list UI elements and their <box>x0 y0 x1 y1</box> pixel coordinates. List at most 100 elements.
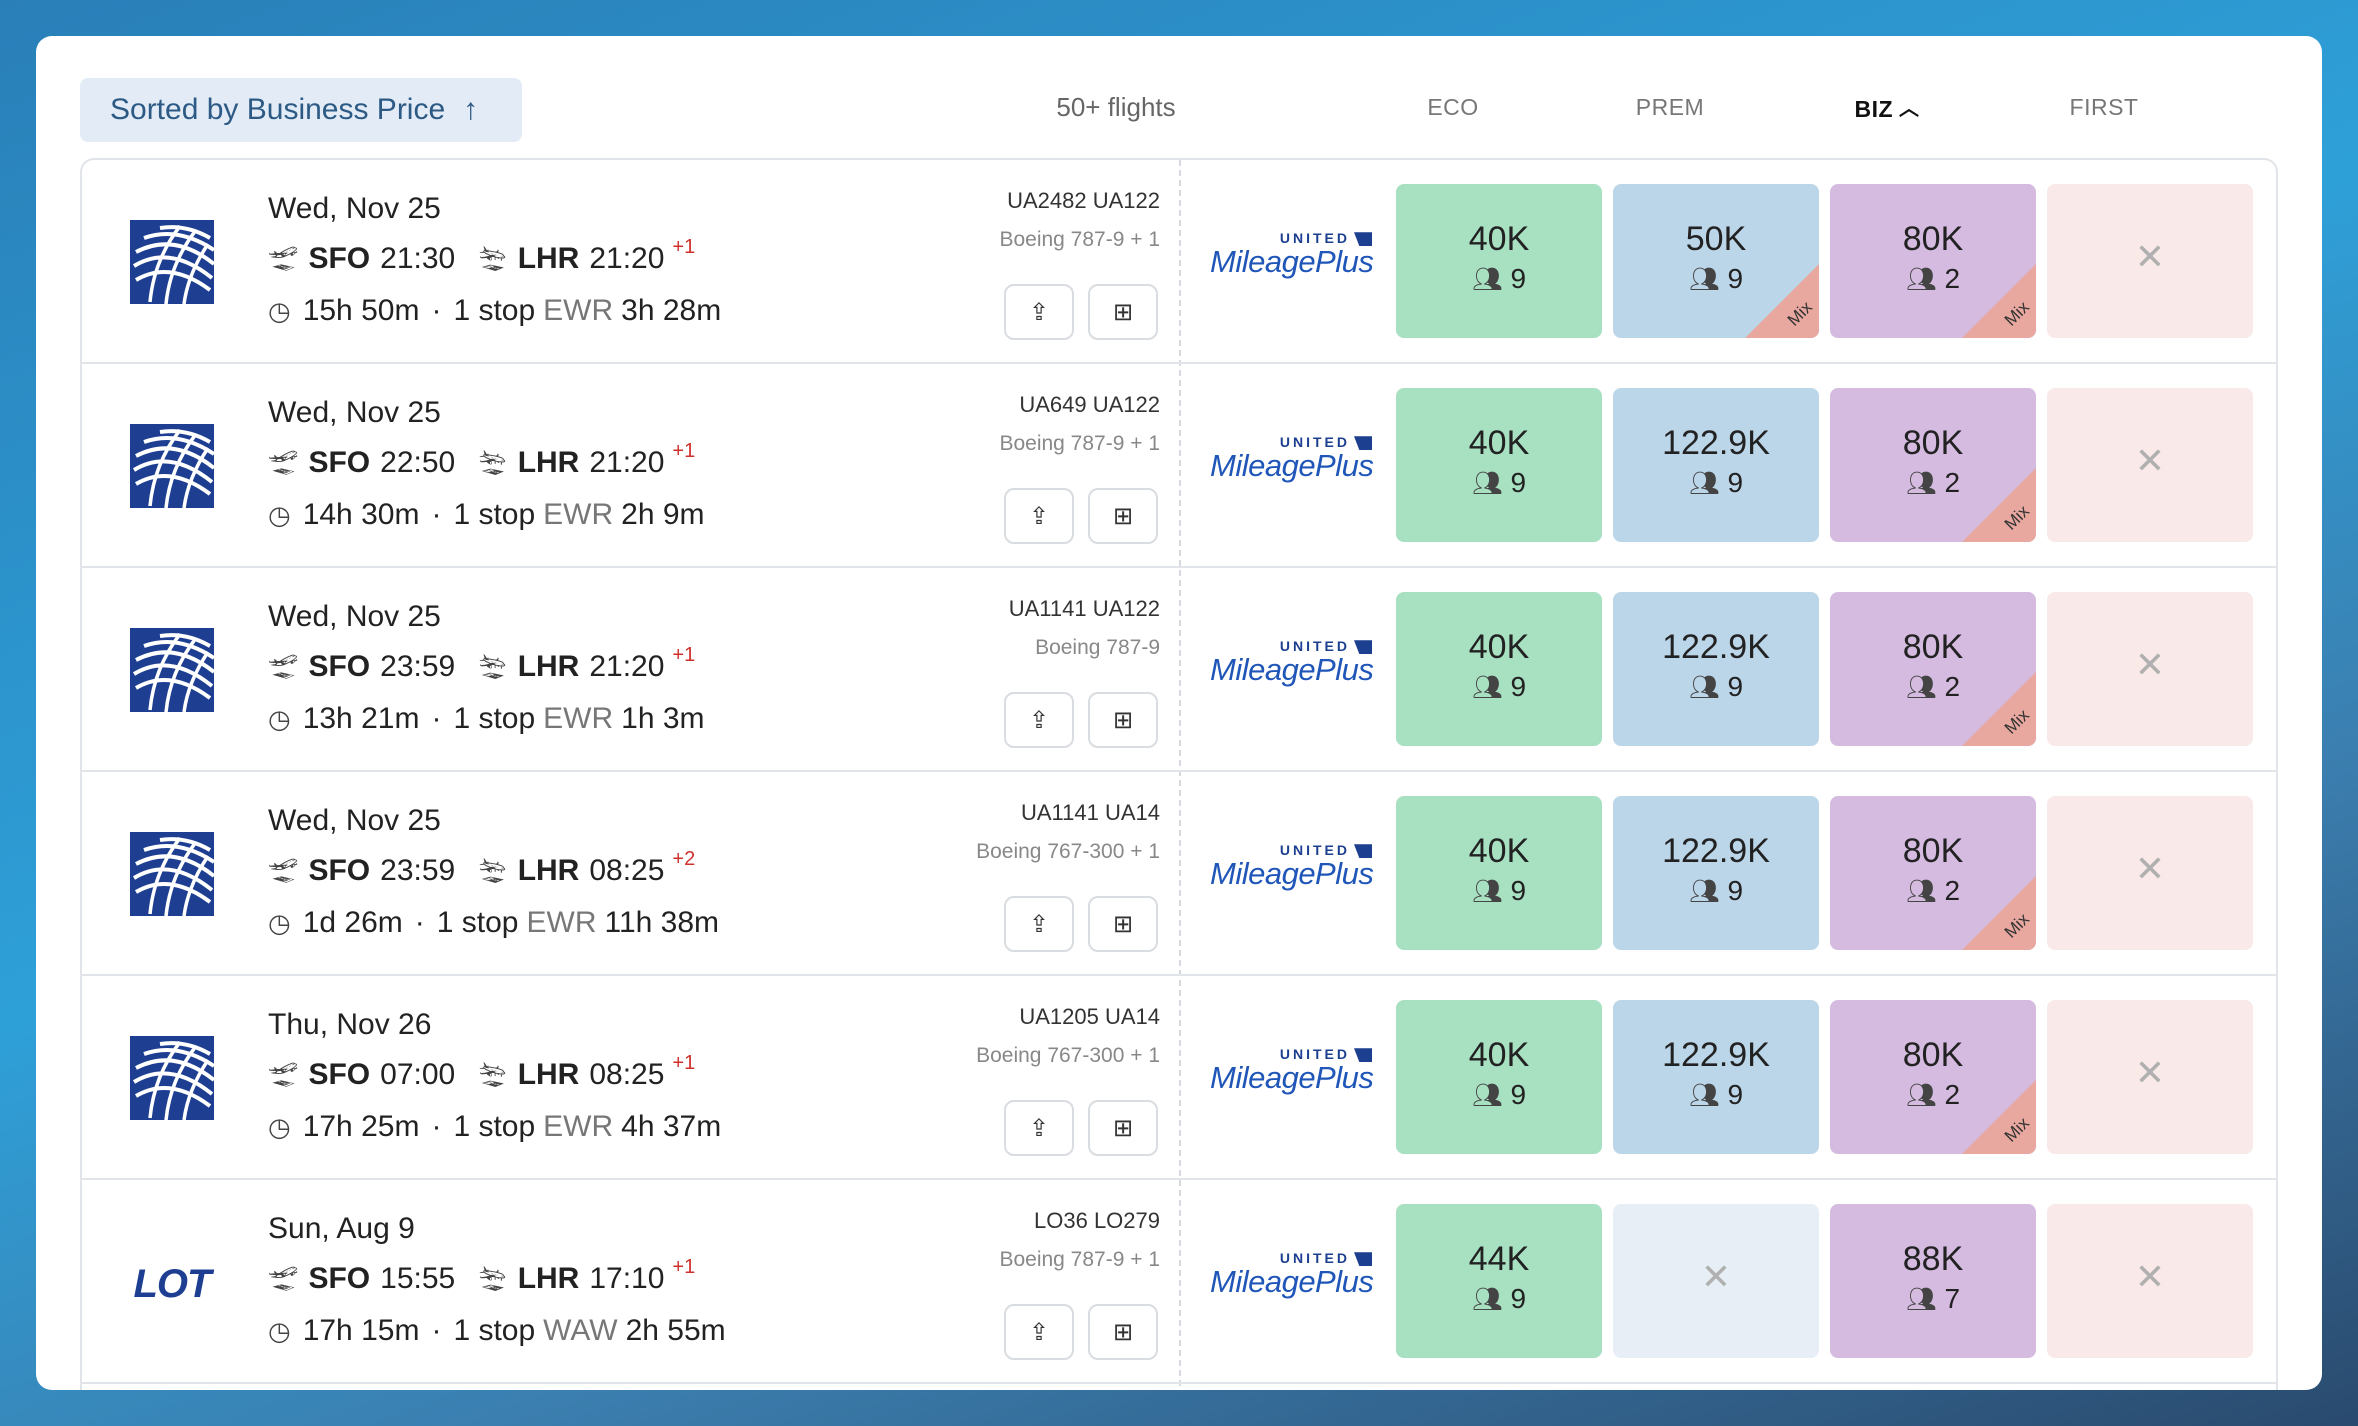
clock-icon: ◷ <box>268 295 291 326</box>
fare-cell-biz[interactable]: 80K 👥︎ 2 Mix <box>1830 796 2036 950</box>
dest-airport: LHR <box>517 854 580 887</box>
fare-cell-prem[interactable]: ✕ <box>1613 1204 1819 1358</box>
program-top-label: UNITED <box>1279 1250 1350 1266</box>
flight-date: Wed, Nov 25 <box>268 192 441 225</box>
fare-cell-biz[interactable]: 80K 👥︎ 2 Mix <box>1830 388 2036 542</box>
plus-square-icon: ⊞ <box>1112 502 1134 530</box>
takeoff-icon: 🛫︎ <box>268 653 299 681</box>
column-header-eco[interactable]: ECO <box>1427 94 1479 120</box>
fare-price: 40K <box>1468 424 1530 462</box>
fare-cell-prem[interactable]: 122.9K 👥︎ 9 <box>1613 1000 1819 1154</box>
chevron-up-icon: ︿ <box>1899 98 1920 120</box>
flight-row[interactable]: Wed, Nov 25 🛫︎ SFO 21:30 🛬︎ LHR 21:20 +1… <box>82 160 2276 364</box>
fare-cell-biz[interactable]: 80K 👥︎ 2 Mix <box>1830 184 2036 338</box>
aircraft-type: Boeing 767-300 + 1 <box>976 1044 1160 1067</box>
column-divider <box>1179 160 1181 1390</box>
flight-row[interactable]: Thu, Nov 26 🛫︎ SFO 07:00 🛬︎ LHR 08:25 +1… <box>82 976 2276 1180</box>
fare-cell-biz[interactable]: 88K 👥︎ 7 <box>1830 1204 2036 1358</box>
flight-row[interactable]: LOT Sun, Aug 9 🛫︎ SFO 15:55 🛬︎ LHR 17:10… <box>82 1180 2276 1384</box>
add-button[interactable]: ⊞ <box>1088 488 1158 544</box>
fare-cell-first[interactable]: ✕ <box>2047 388 2253 542</box>
fare-price: 122.9K <box>1662 424 1770 462</box>
stops-count: 1 stop <box>436 906 519 939</box>
column-header-biz[interactable]: BIZ ︿ <box>1784 94 1990 123</box>
fare-cell-eco[interactable]: 44K 👥︎ 9 <box>1396 1204 1602 1358</box>
fare-cell-eco[interactable]: 40K 👥︎ 9 <box>1396 388 1602 542</box>
fare-price: 122.9K <box>1662 628 1770 666</box>
seats-available: 👥︎ 2 <box>1830 875 2036 907</box>
fare-cell-first[interactable]: ✕ <box>2047 592 2253 746</box>
fare-price: 80K <box>1902 424 1964 462</box>
fare-cell-eco[interactable]: 40K 👥︎ 9 <box>1396 796 1602 950</box>
fare-cell-prem[interactable]: 50K 👥︎ 9 Mix <box>1613 184 1819 338</box>
flight-row[interactable]: Wed, Nov 25 🛫︎ SFO 23:59 🛬︎ LHR 08:25 +2… <box>82 772 2276 976</box>
fare-cell-first[interactable]: ✕ <box>2047 1204 2253 1358</box>
via-airport: WAW <box>543 1314 618 1347</box>
airline-logo: LOT <box>130 1240 214 1324</box>
program-top-label: UNITED <box>1279 230 1350 246</box>
fare-cell-biz[interactable]: 80K 👥︎ 2 Mix <box>1830 592 2036 746</box>
fare-cell-first[interactable]: ✕ <box>2047 1000 2253 1154</box>
seats-available: 👥︎ 9 <box>1396 263 1602 295</box>
united-flag-icon <box>1354 640 1372 655</box>
share-button[interactable]: ⇪ <box>1004 1304 1074 1360</box>
add-button[interactable]: ⊞ <box>1088 692 1158 748</box>
mix-label: Mix <box>2000 297 2033 330</box>
fare-cell-prem[interactable]: 122.9K 👥︎ 9 <box>1613 796 1819 950</box>
flight-times: 🛫︎ SFO 23:59 🛬︎ LHR 08:25 +2 <box>268 848 695 888</box>
takeoff-icon: 🛫︎ <box>268 1265 299 1293</box>
fare-cell-prem[interactable]: 122.9K 👥︎ 9 <box>1613 388 1819 542</box>
add-button[interactable]: ⊞ <box>1088 1304 1158 1360</box>
day-offset: +2 <box>672 847 696 870</box>
flight-row[interactable]: Wed, Nov 25 🛫︎ SFO 23:59 🛬︎ LHR 21:20 +1… <box>82 568 2276 772</box>
fare-cell-eco[interactable]: 40K 👥︎ 9 <box>1396 592 1602 746</box>
share-button[interactable]: ⇪ <box>1004 1100 1074 1156</box>
fare-price: 80K <box>1902 832 1964 870</box>
day-offset: +1 <box>672 1051 696 1074</box>
seats-available: 👥︎ 9 <box>1396 671 1602 703</box>
share-button[interactable]: ⇪ <box>1004 896 1074 952</box>
depart-time: 21:30 <box>380 242 456 275</box>
add-button[interactable]: ⊞ <box>1088 284 1158 340</box>
flight-numbers: UA1141 UA122 <box>1008 596 1160 621</box>
day-offset: +1 <box>672 439 696 462</box>
united-globe-icon <box>130 832 216 917</box>
fare-cell-eco[interactable]: 40K 👥︎ 9 <box>1396 1000 1602 1154</box>
fare-cell-biz[interactable]: 80K 👥︎ 2 Mix <box>1830 1000 2036 1154</box>
flight-times: 🛫︎ SFO 22:50 🛬︎ LHR 21:20 +1 <box>268 440 695 480</box>
fare-price: 40K <box>1468 628 1530 666</box>
plus-square-icon: ⊞ <box>1112 706 1134 734</box>
fare-cell-prem[interactable]: 122.9K 👥︎ 9 <box>1613 592 1819 746</box>
sort-arrow-up-icon: ↑ <box>463 93 479 126</box>
mix-label: Mix <box>2000 909 2033 942</box>
fare-cell-first[interactable]: ✕ <box>2047 796 2253 950</box>
column-header-prem[interactable]: PREM <box>1635 94 1705 120</box>
column-header-first[interactable]: FIRST <box>2069 94 2139 120</box>
share-button[interactable]: ⇪ <box>1004 284 1074 340</box>
seats-available: 👥︎ 2 <box>1830 467 2036 499</box>
arrive-time: 21:20 <box>589 446 665 479</box>
sort-button[interactable]: Sorted by Business Price ↑ <box>80 78 522 142</box>
unavailable-icon: ✕ <box>2134 644 2166 685</box>
fare-price: 122.9K <box>1662 832 1770 870</box>
plus-square-icon: ⊞ <box>1112 910 1134 938</box>
seats-available: 👥︎ 9 <box>1396 467 1602 499</box>
dest-airport: LHR <box>517 1262 580 1295</box>
fare-cell-first[interactable]: ✕ <box>2047 184 2253 338</box>
seat-count: 9 <box>1510 1283 1527 1314</box>
flight-duration: ◷ 17h 25m · 1 stop EWR 4h 37m <box>268 1110 722 1143</box>
add-button[interactable]: ⊞ <box>1088 896 1158 952</box>
stops-count: 1 stop <box>453 1314 536 1347</box>
layover-time: 11h 38m <box>604 906 720 939</box>
origin-airport: SFO <box>308 854 371 887</box>
share-button[interactable]: ⇪ <box>1004 488 1074 544</box>
seats-available: 👥︎ 9 <box>1613 671 1819 703</box>
flight-numbers: LO36 LO279 <box>1034 1208 1160 1233</box>
fare-cell-eco[interactable]: 40K 👥︎ 9 <box>1396 184 1602 338</box>
origin-airport: SFO <box>308 1058 371 1091</box>
flight-row[interactable]: Wed, Nov 25 🛫︎ SFO 22:50 🛬︎ LHR 21:20 +1… <box>82 364 2276 568</box>
share-button[interactable]: ⇪ <box>1004 692 1074 748</box>
sort-label: Sorted by Business Price <box>110 93 446 126</box>
add-button[interactable]: ⊞ <box>1088 1100 1158 1156</box>
duration-value: 17h 25m <box>302 1110 420 1143</box>
